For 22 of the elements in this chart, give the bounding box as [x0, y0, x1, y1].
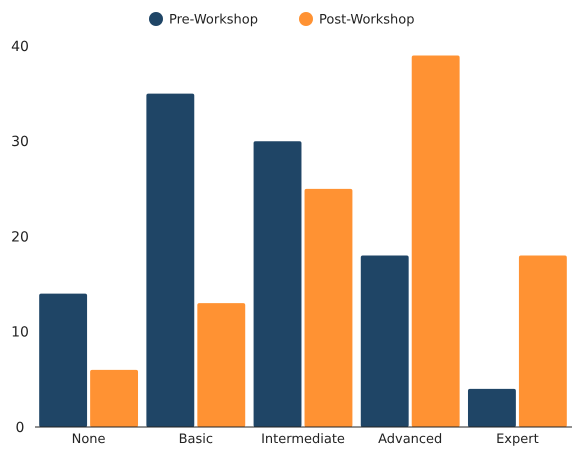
bar [412, 56, 460, 427]
x-tick-label: Advanced [378, 432, 442, 447]
bar [468, 388, 516, 427]
bar [90, 370, 138, 427]
bar [254, 141, 302, 427]
bar [146, 94, 194, 427]
bar [304, 188, 352, 427]
bar [39, 294, 88, 427]
x-tick-label: Intermediate [261, 432, 345, 447]
legend-label: Pre-Workshop [169, 12, 258, 28]
y-tick-label: 20 [11, 229, 29, 246]
y-tick-label: 10 [11, 324, 29, 341]
x-tick-label: Expert [496, 432, 539, 447]
bar [197, 303, 246, 427]
bar [360, 256, 409, 427]
y-tick-label: 0 [16, 420, 24, 436]
y-tick-label: 30 [11, 134, 29, 150]
y-tick-label: 40 [11, 38, 29, 55]
bar [518, 256, 567, 427]
x-tick-label: None [72, 432, 106, 447]
x-tick-label: Basic [178, 432, 214, 447]
legend-label: Post-Workshop [319, 12, 415, 28]
